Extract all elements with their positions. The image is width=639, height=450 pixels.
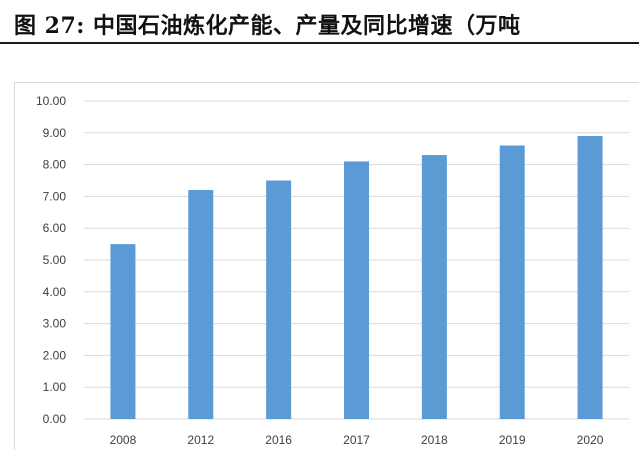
y-tick-label: 9.00 (43, 126, 67, 140)
bar-2020 (577, 135, 603, 420)
x-axis-ticks: 2008 2012 2016 2017 2018 2019 2020 (110, 433, 604, 447)
bar-2016 (266, 180, 292, 419)
y-tick-label: 4.00 (43, 285, 67, 299)
bar-2008 (110, 244, 136, 419)
y-tick-label: 6.00 (43, 221, 67, 235)
x-tick-label: 2018 (421, 433, 448, 447)
y-tick-label: 5.00 (43, 253, 67, 267)
y-tick-label: 1.00 (43, 380, 67, 394)
y-tick-label: 8.00 (43, 158, 67, 172)
y-tick-label: 3.00 (43, 317, 67, 331)
y-tick-label: 10.00 (36, 94, 66, 108)
bar-2019 (499, 145, 525, 419)
bar-2017 (344, 161, 369, 420)
x-tick-label: 2016 (265, 433, 292, 447)
y-tick-label: 2.00 (43, 348, 67, 362)
x-tick-label: 2019 (499, 433, 526, 447)
chart-frame (14, 82, 639, 450)
bar-2012 (188, 190, 214, 419)
x-tick-label: 2017 (343, 433, 370, 447)
y-tick-label: 0.00 (43, 412, 67, 426)
figure-caption-bar: 图 27: 中国石油炼化产能、产量及同比增速（万吨 (0, 0, 639, 44)
x-tick-label: 2008 (110, 433, 137, 447)
figure-caption: 图 27: 中国石油炼化产能、产量及同比增速（万吨 (14, 13, 521, 39)
y-tick-label: 7.00 (43, 189, 67, 203)
y-axis-ticks: 0.00 1.00 2.00 3.00 4.00 5.00 6.00 7.00 8.00 9.00… (36, 94, 66, 426)
x-tick-label: 2020 (577, 433, 604, 447)
x-tick-label: 2012 (187, 433, 214, 447)
bar-2018 (421, 155, 447, 419)
bars (110, 135, 603, 420)
